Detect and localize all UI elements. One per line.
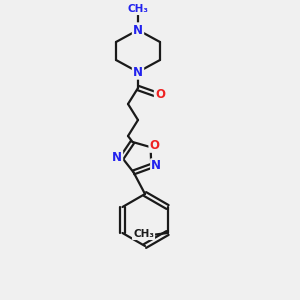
Text: N: N	[133, 23, 143, 37]
Text: CH₃: CH₃	[128, 4, 148, 14]
Text: CH₃: CH₃	[133, 229, 154, 239]
Text: O: O	[155, 88, 165, 100]
Text: N: N	[151, 159, 161, 172]
Text: N: N	[133, 65, 143, 79]
Text: O: O	[150, 139, 160, 152]
Text: N: N	[112, 151, 122, 164]
